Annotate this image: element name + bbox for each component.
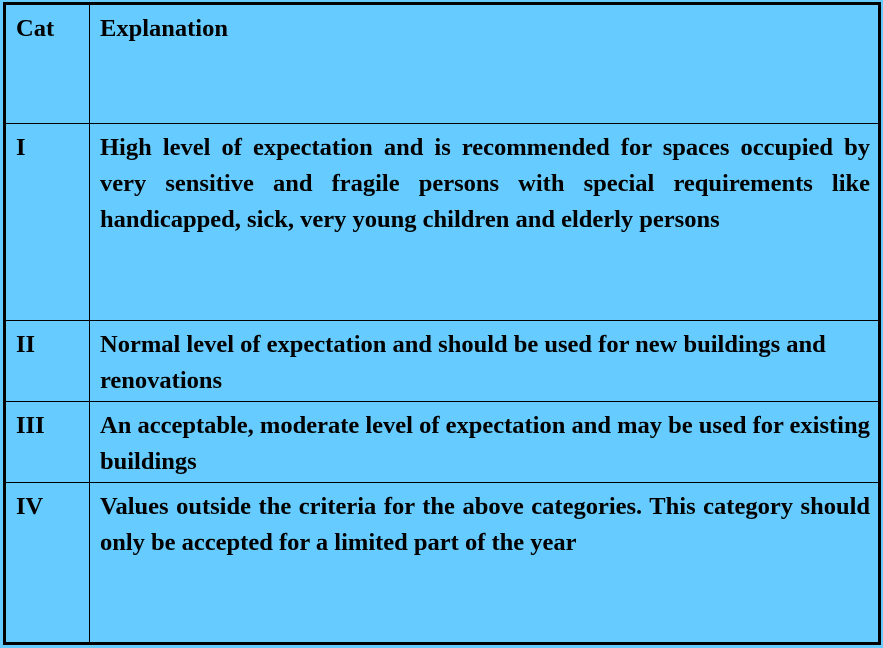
table-row: III An acceptable, moderate level of exp… [6,402,878,483]
table-row: II Normal level of expectation and shoul… [6,321,878,402]
row-cat: II [6,321,90,401]
header-cat: Cat [6,5,90,123]
row-cat: IV [6,483,90,642]
row-explanation: An acceptable, moderate level of expecta… [100,412,870,475]
row-explanation: Values outside the criteria for the abov… [100,493,870,556]
header-explanation: Explanation [100,15,228,42]
table-row: IV Values outside the criteria for the a… [6,483,878,642]
row-cat: III [6,402,90,482]
row-cat: I [6,124,90,320]
table-row: I High level of expectation and is recom… [6,124,878,321]
table-header-row: Cat Explanation [6,5,878,124]
row-explanation: Normal level of expectation and should b… [100,331,826,394]
category-table: Cat Explanation I High level of expectat… [3,2,881,645]
row-explanation: High level of expectation and is recomme… [100,134,870,233]
